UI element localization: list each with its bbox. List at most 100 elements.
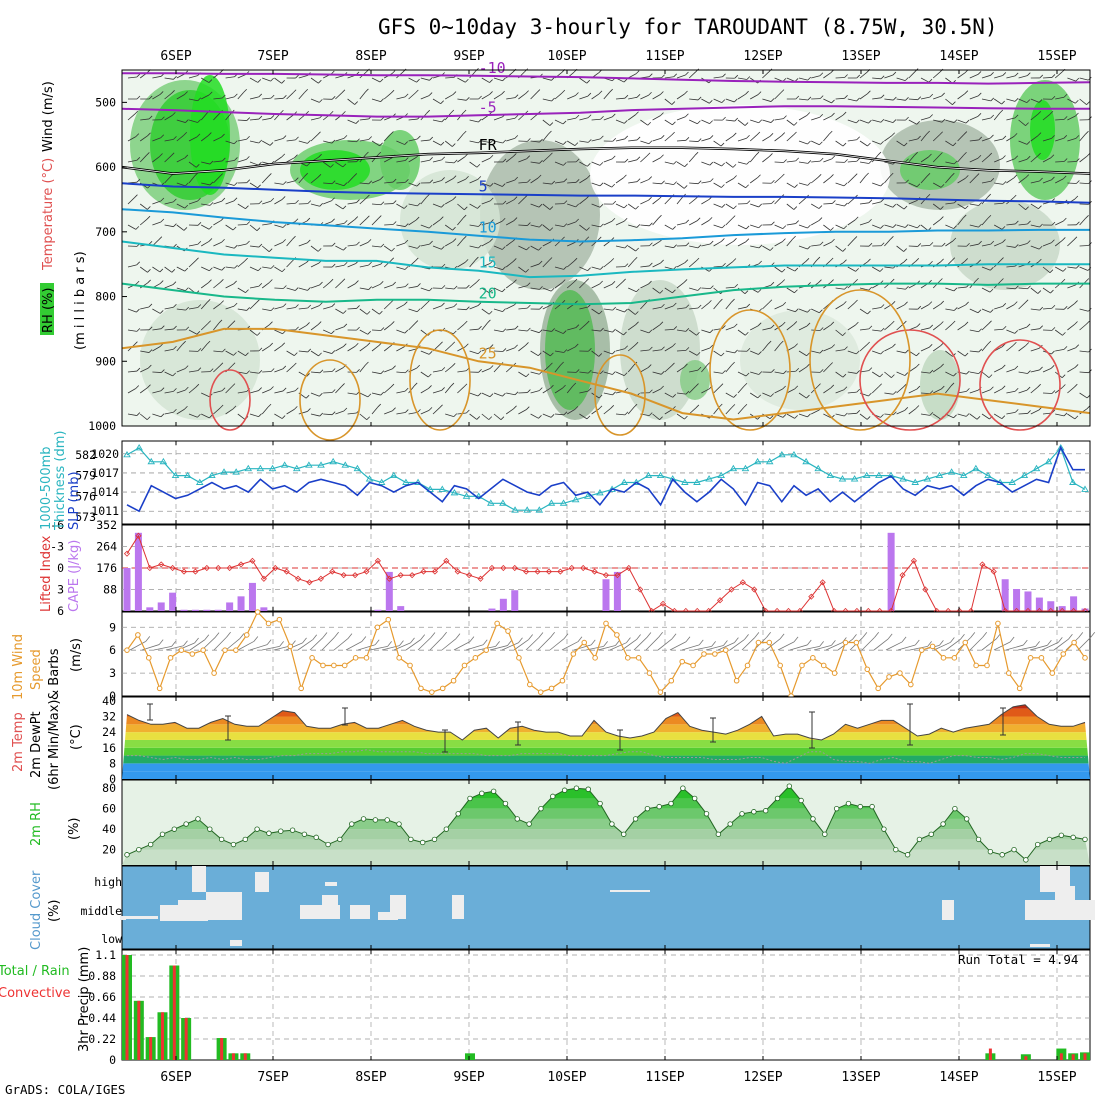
wind10-barb xyxy=(297,639,313,651)
wind-barb-flag xyxy=(709,329,714,333)
wind-barb-flag xyxy=(830,321,835,326)
wind-barb xyxy=(262,97,272,100)
wind-barb xyxy=(1006,136,1015,142)
wind-barb xyxy=(347,283,356,289)
wind-barb xyxy=(481,241,490,247)
wind-barb-flag xyxy=(136,261,141,266)
wind-barb xyxy=(139,266,148,273)
wind-barb xyxy=(652,262,661,268)
wind-barb-flag xyxy=(551,97,555,102)
wind-barb-flag xyxy=(1013,133,1018,137)
wind-barb-flag xyxy=(575,324,580,328)
rh-point xyxy=(1082,836,1088,843)
wind-barb-flag xyxy=(476,416,481,420)
wind-barb-flag xyxy=(893,411,897,416)
wind-barb xyxy=(859,140,868,147)
wind-barb-flag xyxy=(270,265,275,269)
wind-barb xyxy=(933,119,943,123)
wind-barb-flag xyxy=(624,120,628,124)
wind-barb-flag xyxy=(269,342,274,347)
wind-barb-flag xyxy=(734,74,739,79)
wind-barb-flag xyxy=(891,132,895,137)
contour-label: 20 xyxy=(479,285,497,303)
wind-barb xyxy=(872,201,882,205)
wind-barb xyxy=(1030,224,1040,228)
rh-point xyxy=(644,805,651,812)
wind-barb-flag xyxy=(414,320,419,324)
wind-barb xyxy=(615,97,625,100)
rh-tick-label: 60 xyxy=(102,802,116,816)
wind-barb xyxy=(481,413,490,420)
wind-barb-flag xyxy=(342,310,347,314)
wind-barb xyxy=(615,308,625,313)
wind-barb xyxy=(591,283,600,289)
wind10-barb xyxy=(801,646,820,651)
wind-barb xyxy=(701,161,710,166)
wind-barb xyxy=(1055,96,1065,100)
cloud-level-label: high xyxy=(94,875,122,889)
wind-barb xyxy=(786,370,796,373)
wind-barb-flag xyxy=(745,184,749,189)
wind-barb xyxy=(347,392,357,395)
wind-barb-flag xyxy=(635,321,639,326)
wind-barb-flag xyxy=(598,310,603,315)
wind-barb xyxy=(872,97,882,100)
wind-barb xyxy=(359,91,366,100)
wind-barb xyxy=(139,218,148,226)
wind-barb xyxy=(689,98,699,101)
wind-barb-flag xyxy=(624,94,629,99)
precip-conv-bar xyxy=(160,1012,164,1060)
rh-clear xyxy=(590,105,890,245)
wind-barb xyxy=(408,245,418,249)
wind-barb xyxy=(1042,392,1053,394)
cape-bar xyxy=(1024,591,1032,611)
wind-speed-point xyxy=(908,681,914,688)
wind-speed-point xyxy=(635,655,642,661)
wind-barb-flag xyxy=(317,131,321,136)
wind-barb-flag xyxy=(502,246,506,250)
wind-barb-flag xyxy=(1051,95,1056,100)
wind-barb xyxy=(957,304,966,310)
wind-barb xyxy=(859,344,867,352)
wind-barb xyxy=(262,200,271,205)
wind-barb-flag xyxy=(331,389,336,393)
wind-barb-flag xyxy=(441,367,446,371)
wind-barb xyxy=(884,161,894,165)
temp-band xyxy=(122,771,1090,779)
wind-barb-flag xyxy=(295,326,299,331)
wind-barb xyxy=(579,371,589,374)
wind-barb-flag xyxy=(368,180,373,185)
wind-barb-flag xyxy=(196,330,201,335)
wind-barb-flag xyxy=(525,342,529,346)
wind-barb xyxy=(323,140,333,144)
cape-bar xyxy=(248,582,256,611)
wind10-barb-flag xyxy=(698,639,704,646)
wind-barb xyxy=(847,197,855,205)
wind-barb xyxy=(847,160,857,163)
wind-barb xyxy=(274,287,284,289)
wind-speed-point xyxy=(897,670,903,676)
wind-barb-flag xyxy=(270,77,274,82)
wind-barb xyxy=(1030,155,1038,163)
wind-barb xyxy=(664,346,673,352)
wind-barb xyxy=(664,134,672,142)
wind-speed-point xyxy=(418,685,424,692)
thickness-marker xyxy=(935,471,944,479)
wind-barb xyxy=(835,97,845,100)
wind-barb-flag xyxy=(731,404,736,408)
wind-barb xyxy=(676,262,686,268)
wind-barb xyxy=(627,364,635,373)
wind-barb xyxy=(810,176,819,184)
wind-barb-flag xyxy=(501,183,506,187)
wind-barb xyxy=(506,220,515,226)
lifted-marker xyxy=(466,572,473,579)
wind-barb-flag xyxy=(744,290,749,294)
wind10-barb-flag xyxy=(754,632,760,638)
wind-barb-flag xyxy=(685,137,690,141)
wind-barb-flag xyxy=(743,382,748,387)
wind-barb xyxy=(1030,135,1039,142)
wind-barb-flag xyxy=(719,383,724,387)
wind-barb xyxy=(310,134,318,142)
